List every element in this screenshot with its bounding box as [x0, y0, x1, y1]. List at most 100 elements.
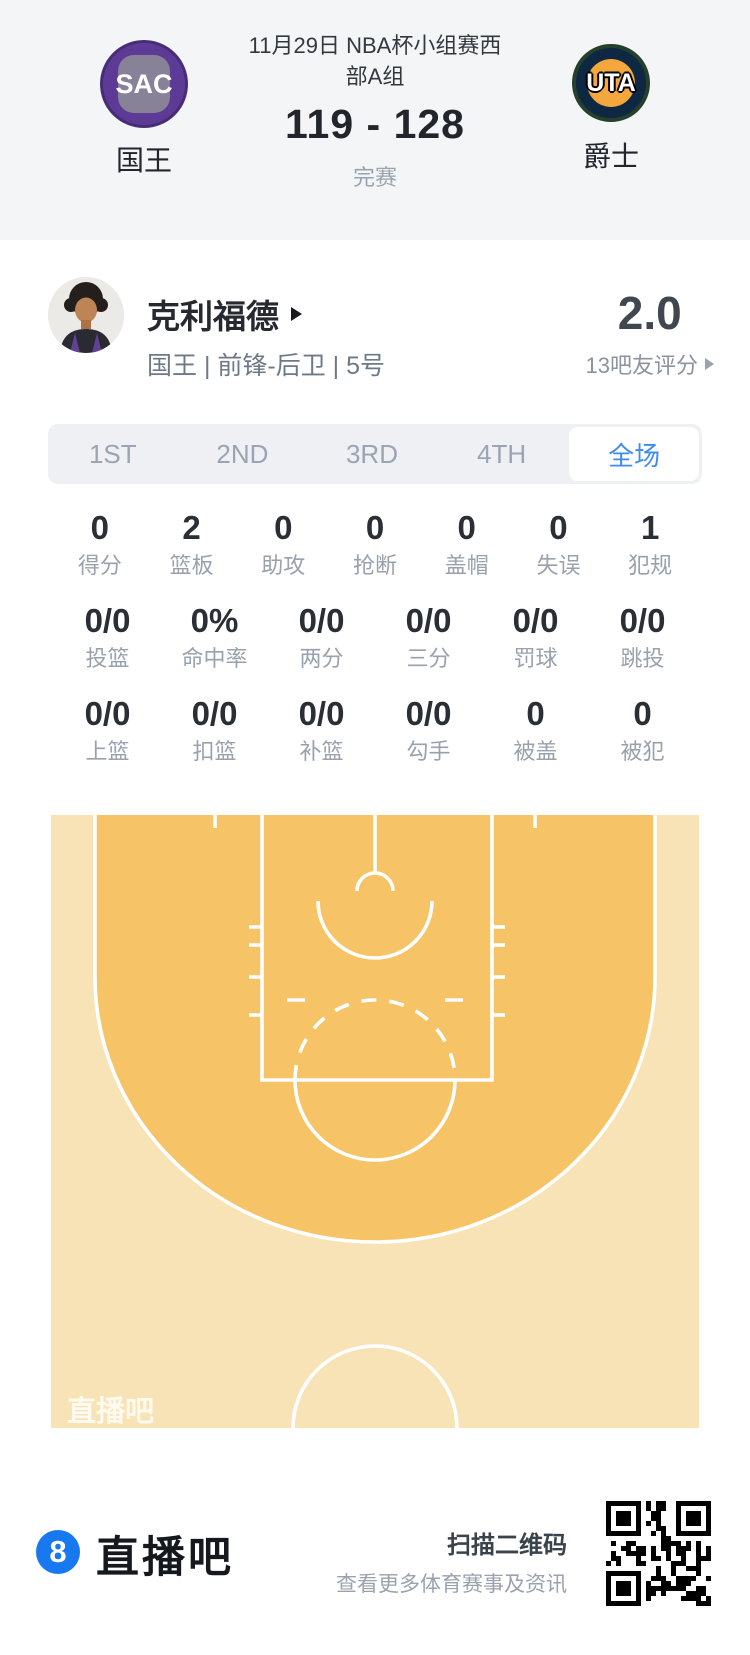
qr-module [651, 1531, 656, 1536]
qr-module [696, 1596, 701, 1601]
qr-module [656, 1556, 661, 1561]
qr-caption: 扫描二维码 查看更多体育赛事及资讯 [336, 1525, 567, 1598]
stat-失误: 0 失误 [513, 508, 605, 601]
qr-module [681, 1551, 686, 1556]
stat-row: 0/0 投篮 0% 命中率 0/0 两分 0/0 三分 0/0 罚球 0/0 跳投 [54, 601, 696, 694]
qr-module [656, 1521, 661, 1526]
qr-module [706, 1556, 711, 1561]
qr-module [616, 1556, 621, 1561]
stat-label: 篮板 [169, 553, 214, 578]
qr-module [696, 1561, 701, 1566]
qr-finder-icon [676, 1501, 711, 1536]
court-drawing: 直播吧 [51, 815, 699, 1429]
zhibo8-logo-glyph: 8 [49, 1534, 67, 1569]
qr-module [656, 1501, 661, 1506]
qr-module [646, 1586, 651, 1591]
qr-module [616, 1561, 621, 1566]
team-home[interactable]: SAC 国王 [86, 40, 202, 179]
qr-code-modules [606, 1501, 711, 1606]
stat-扣篮: 0/0 扣篮 [161, 694, 268, 787]
tab-3RD[interactable]: 3RD [345, 438, 398, 469]
qr-module [666, 1586, 671, 1591]
qr-module [651, 1511, 656, 1516]
qr-module [656, 1586, 661, 1591]
qr-module [671, 1561, 676, 1566]
qr-module [696, 1551, 701, 1556]
qr-module [671, 1541, 676, 1546]
qr-module [661, 1526, 666, 1531]
qr-module [651, 1586, 656, 1591]
stat-label: 助攻 [261, 553, 306, 578]
stat-value: 0/0 [512, 602, 559, 639]
qr-module [651, 1516, 656, 1521]
qr-module [646, 1596, 651, 1601]
qr-module [686, 1591, 691, 1596]
qr-module [671, 1586, 676, 1591]
qr-module [626, 1541, 631, 1546]
stat-value: 0/0 [405, 602, 452, 639]
stat-row: 0 得分 2 篮板 0 助攻 0 抢断 0 盖帽 0 失误 1 犯规 [54, 508, 696, 601]
qr-module [676, 1551, 681, 1556]
qr-module [671, 1571, 676, 1576]
qr-module [666, 1546, 671, 1551]
qr-module [696, 1566, 701, 1571]
qr-module [681, 1546, 686, 1551]
team-home-name: 国王 [115, 145, 172, 176]
stat-label: 勾手 [406, 739, 451, 764]
stat-label: 扣篮 [192, 739, 237, 764]
qr-code-icon [602, 1497, 715, 1610]
stat-label: 投篮 [85, 646, 130, 671]
qr-module [611, 1541, 616, 1546]
qr-module [626, 1546, 631, 1551]
stat-value: 0 [457, 509, 476, 546]
qr-module [676, 1561, 681, 1566]
stat-value: 0/0 [84, 695, 131, 732]
stat-被犯: 0 被犯 [589, 694, 696, 787]
qr-module [621, 1546, 626, 1551]
player-name-link[interactable]: 克利福德 [147, 290, 302, 338]
rating-block[interactable]: 2.0 13吧友评分 [586, 286, 714, 380]
stat-value: 0 [633, 695, 652, 732]
stat-跳投: 0/0 跳投 [589, 601, 696, 694]
match-header: 11月29日 NBA杯小组赛西 部A组 119 - 128 完赛 SAC 国王 … [0, 0, 750, 240]
player-name: 克利福德 [147, 298, 279, 335]
qr-module [706, 1576, 711, 1581]
stat-label: 三分 [406, 646, 451, 671]
stat-勾手: 0/0 勾手 [375, 694, 482, 787]
qr-module [646, 1501, 651, 1506]
jazz-logo-ball [587, 59, 635, 107]
match-title-line1: 11月29日 NBA杯小组赛西 [248, 33, 502, 58]
stat-value: 2 [182, 509, 201, 546]
qr-module [686, 1596, 691, 1601]
stat-value: 1 [640, 509, 660, 546]
stat-label: 被盖 [513, 739, 558, 764]
stat-三分: 0/0 三分 [375, 601, 482, 694]
qr-module [676, 1586, 681, 1591]
team-away[interactable]: UTA 爵士 [553, 44, 669, 175]
qr-module [656, 1506, 661, 1511]
tab-全场[interactable]: 全场 [569, 427, 699, 481]
qr-module [606, 1561, 611, 1566]
tab-1ST[interactable]: 1ST [88, 438, 137, 469]
rating-label: 13吧友评分 [585, 353, 698, 378]
stat-label: 抢断 [353, 553, 398, 578]
qr-module [691, 1576, 696, 1581]
qr-module [696, 1601, 701, 1606]
qr-module [611, 1551, 616, 1556]
team-away-name: 爵士 [582, 141, 639, 172]
tab-2ND[interactable]: 2ND [216, 438, 269, 469]
qr-module [696, 1571, 701, 1576]
qr-module [661, 1586, 666, 1591]
player-avatar [48, 277, 124, 353]
qr-module [681, 1576, 686, 1581]
qr-module [691, 1566, 696, 1571]
stat-label: 上篮 [85, 739, 130, 764]
kings-logo: SAC [100, 40, 188, 128]
qr-module [696, 1591, 701, 1596]
qr-module [666, 1581, 671, 1586]
qr-module [681, 1586, 686, 1591]
match-info: 11月29日 NBA杯小组赛西 部A组 119 - 128 完赛 [205, 30, 545, 192]
tab-4TH[interactable]: 4TH [477, 438, 527, 469]
stat-value: 0/0 [298, 602, 345, 639]
qr-module [651, 1546, 656, 1551]
